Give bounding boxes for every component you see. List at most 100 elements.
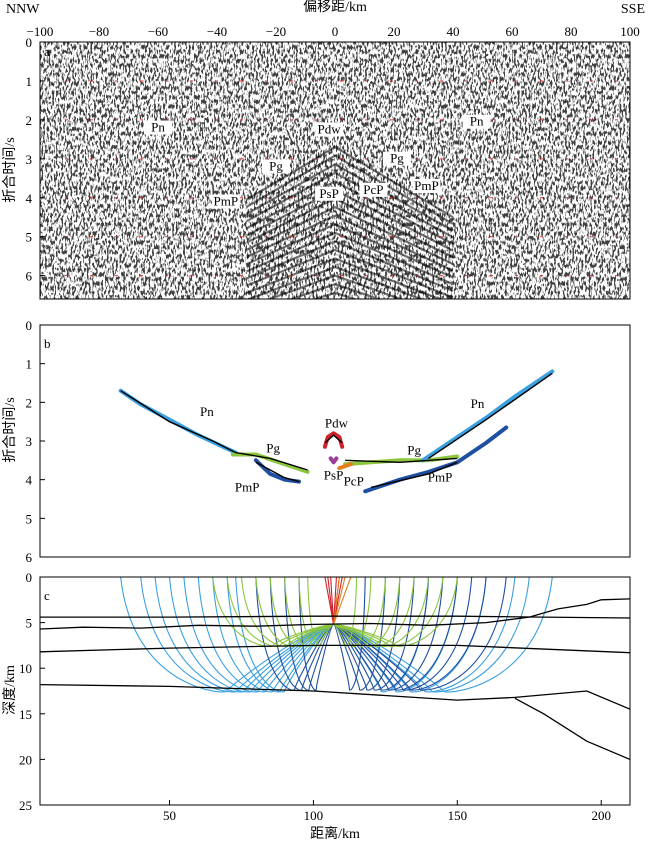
seismic-wavefront	[246, 214, 454, 272]
phase-label-background	[262, 159, 290, 174]
panel-a-ytick-label: 0	[26, 35, 33, 50]
panel-a-phase-labels: Pn Pn Pdw Pg Pg PmP PsP PcP PmP	[144, 114, 491, 209]
calculated-pn-curve	[120, 390, 237, 454]
panel-b-phase-labels: Pn Pg PmP Pdw PsP PcP Pg PmP Pn	[200, 396, 485, 494]
panel-a-frame	[39, 41, 631, 300]
panel-c-xtick-label: 100	[304, 808, 324, 823]
panel-a-xtick-label: 60	[506, 24, 519, 39]
panel-c-ytick-label: 20	[19, 752, 32, 767]
panel-c-interfaces	[40, 598, 630, 760]
model-interface	[40, 615, 630, 619]
panel-c-ylabel: 深度/km	[2, 665, 18, 715]
panel-c-yticks: 0 5 10 15 20 25	[19, 570, 45, 813]
panel-b-letter: b	[44, 336, 51, 351]
panel-a-xtick-label: 100	[620, 24, 640, 39]
phase-label-background	[315, 122, 344, 137]
panel-a-ylabel: 折合时间/s	[2, 137, 18, 202]
panel-a-xtick-label: 80	[565, 24, 578, 39]
panel-c: 0 5 10 15 20 25 50 100 150 200 深度/km 距离/km c	[2, 570, 631, 842]
phase-label: PmP	[235, 479, 260, 494]
panel-b-yticks: 0 1 2 3 4 5 6	[26, 318, 45, 565]
phase-label: PmP	[428, 470, 453, 485]
phase-label: Pg	[390, 151, 404, 166]
panel-b-frame	[39, 324, 631, 558]
panel-c-xlabel: 距离/km	[310, 825, 360, 842]
panel-a-ytick-label: 5	[26, 230, 33, 245]
panel-a-xtick-label: 20	[388, 24, 401, 39]
panel-c-letter: c	[44, 588, 50, 603]
panel-a-ytick-label: 4	[26, 191, 33, 206]
panel-a-xtick-label: −60	[148, 24, 168, 39]
phase-label: PmP	[414, 178, 439, 193]
phase-label-background	[211, 194, 240, 209]
seismic-wavefront	[266, 274, 404, 299]
phase-label: PcP	[363, 182, 383, 197]
panel-a: 偏移距/km NNW SSE −100 −80 −60 −40 −20 0 20 40 60 80…	[2, 0, 645, 300]
panel-b-ytick-label: 6	[26, 550, 33, 565]
seismic-wavefront	[245, 154, 454, 225]
panel-b-calculated	[120, 372, 553, 489]
observed-psp-picks	[328, 456, 339, 465]
panel-a-xtick-label: −20	[266, 24, 286, 39]
panel-c-ytick-label: 5	[26, 616, 33, 631]
panel-b-plot-area	[118, 369, 555, 494]
seismic-wavefront	[246, 188, 454, 252]
phase-label-background	[412, 178, 441, 193]
phase-label: Pg	[269, 159, 283, 174]
seismic-wavefront	[246, 257, 443, 299]
phase-label-background	[359, 182, 388, 197]
phase-label: PcP	[344, 473, 364, 488]
seismic-wavefront	[246, 240, 454, 292]
pg-ray	[333, 577, 415, 647]
phase-label: PmP	[214, 194, 239, 209]
phase-label-background	[462, 114, 491, 129]
seismic-wavefront	[246, 197, 454, 259]
pg-ray	[333, 577, 444, 648]
panel-a-ytick-label: 3	[26, 152, 33, 167]
model-interface	[40, 644, 630, 654]
calculated-pmp-curve	[370, 461, 458, 489]
model-interface	[514, 697, 630, 760]
calculated-pg-curve	[345, 457, 458, 464]
calculated-pn-curve	[428, 372, 553, 459]
seismic-wavefront	[245, 145, 454, 219]
panel-b-ytick-label: 0	[26, 318, 33, 333]
phase-label: PsP	[319, 186, 339, 201]
panel-b-ytick-label: 1	[26, 357, 33, 372]
panel-c-xtick-label: 50	[163, 808, 176, 823]
seismic-wavefront	[288, 283, 382, 299]
panel-c-rays	[120, 577, 553, 693]
panel-a-xtick-label: −40	[207, 24, 227, 39]
phase-label: PsP	[324, 468, 344, 483]
panel-b-ytick-label: 3	[26, 434, 33, 449]
panel-b-ytick-label: 4	[26, 473, 33, 488]
calculated-pg-curve	[235, 451, 308, 471]
seismic-wavefront	[246, 205, 454, 266]
panel-c-plot-area	[40, 577, 630, 760]
panel-a-xtick-label: −80	[89, 24, 109, 39]
observed-pcp-picks	[337, 462, 353, 471]
panel-c-ytick-label: 15	[19, 707, 32, 722]
phase-label: Pn	[200, 404, 214, 419]
pmp-ray	[333, 577, 473, 691]
panel-a-ytick-label: 6	[26, 269, 33, 284]
seismic-wavefront	[245, 163, 454, 232]
seismic-wavefront	[245, 180, 454, 245]
phase-label: Pn	[471, 396, 485, 411]
seismic-wavefront	[246, 248, 454, 299]
pmp-ray	[284, 577, 335, 691]
model-interface	[40, 683, 630, 710]
seismic-noise-texture	[40, 42, 630, 299]
phase-label: Pn	[151, 120, 165, 135]
panel-a-xtick-label: −100	[27, 24, 54, 39]
panel-a-image-area	[40, 42, 630, 299]
pmp-ray	[333, 577, 487, 691]
panel-a-yticks: 0 1 2 3 4 5 6	[26, 35, 45, 284]
calculated-pdw-curve	[324, 434, 343, 444]
panel-c-ytick-label: 0	[26, 570, 33, 585]
seismic-wavefront	[246, 265, 424, 299]
panel-b: 0 1 2 3 4 5 6 折合时间/s b Pn Pg PmP Pdw PsP PcP Pg PmP Pn	[2, 318, 631, 565]
observed-pmp-picks	[253, 458, 301, 484]
observed-pn-picks	[420, 369, 555, 463]
